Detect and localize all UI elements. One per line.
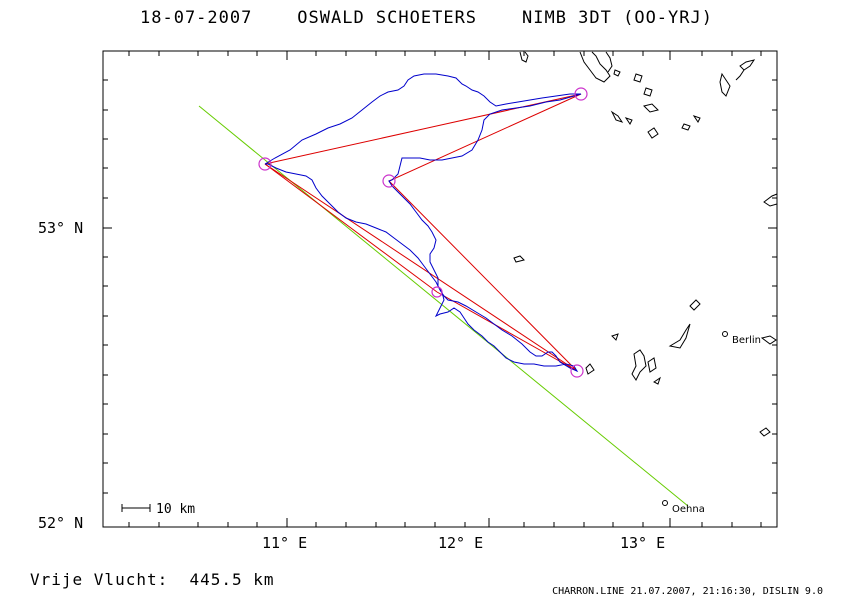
lon-label-12: 12° E bbox=[438, 534, 483, 552]
right-ticks bbox=[768, 79, 777, 494]
scale-bar bbox=[121, 504, 151, 512]
distance-readout: Vrije Vlucht: 445.5 km bbox=[30, 570, 275, 589]
lat-label-53: 53° N bbox=[38, 219, 83, 237]
oehna-label: Oehna bbox=[672, 504, 705, 515]
left-ticks bbox=[103, 79, 112, 494]
chart-title: 18-07-2007 OSWALD SCHOETERS NIMB 3DT (OO… bbox=[140, 8, 713, 28]
lakes bbox=[513, 51, 778, 437]
turnpoint-start bbox=[258, 157, 272, 171]
scale-label: 10 km bbox=[156, 502, 195, 517]
top-ticks bbox=[128, 51, 762, 60]
berlin-label: Berlin bbox=[732, 335, 761, 346]
oehna-marker bbox=[662, 500, 668, 506]
turnpoint-2 bbox=[382, 174, 396, 188]
turnpoint-3 bbox=[570, 364, 584, 378]
berlin-marker bbox=[722, 331, 728, 337]
turnpoints bbox=[258, 87, 588, 378]
map-frame bbox=[102, 50, 778, 528]
bottom-ticks bbox=[128, 518, 762, 527]
turnpoint-1 bbox=[574, 87, 588, 101]
guide-line bbox=[198, 105, 689, 507]
lon-label-11: 11° E bbox=[262, 534, 307, 552]
generator-info: CHARRON.LINE 21.07.2007, 21:16:30, DISLI… bbox=[552, 586, 823, 597]
lat-label-52: 52° N bbox=[38, 514, 83, 532]
lon-label-13: 13° E bbox=[620, 534, 665, 552]
turnpoint-finish bbox=[431, 286, 443, 298]
